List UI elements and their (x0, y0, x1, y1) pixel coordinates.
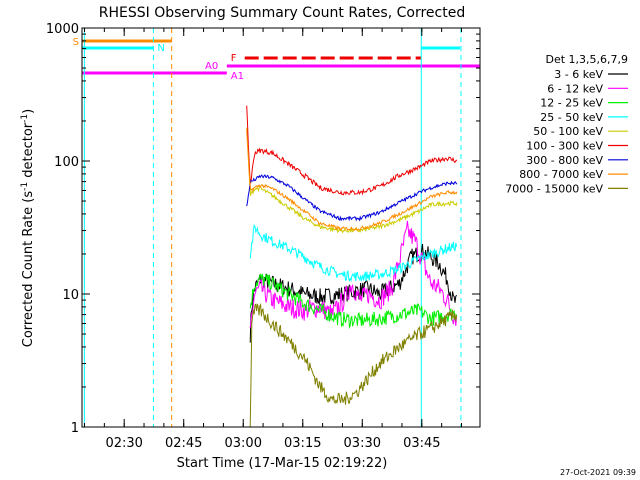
x-tick-label-3: 03:15 (284, 436, 321, 451)
x-axis-label: Start Time (17-Mar-15 02:19:22) (177, 456, 388, 471)
series-line-8 (249, 302, 458, 428)
series-line-2 (249, 273, 458, 330)
legend-title: Det 1,3,5,6,7,9 (545, 53, 628, 66)
state-label-s: S (73, 37, 79, 48)
y-tick-label-3: 1000 (46, 22, 79, 37)
series-line-7 (246, 129, 458, 232)
legend-label-2: 12 - 25 keV (540, 97, 603, 110)
legend-label-4: 50 - 100 keV (533, 125, 603, 138)
legend-label-5: 100 - 300 keV (526, 140, 603, 153)
chart-title: RHESSI Observing Summary Count Rates, Co… (99, 5, 465, 21)
y-tick-label-1: 10 (62, 288, 79, 303)
timestamp: 27-Oct-2021 09:39 (560, 468, 636, 477)
y-tick-label-2: 100 (54, 155, 79, 170)
series-line-0 (249, 243, 458, 343)
legend-label-1: 6 - 12 keV (547, 82, 603, 95)
state-vertical-lines (83, 28, 462, 427)
series-group (246, 105, 458, 428)
legend-label-3: 25 - 50 keV (540, 111, 603, 124)
series-line-6 (246, 174, 458, 222)
series-line-3 (249, 223, 458, 283)
legend-label-7: 800 - 7000 keV (519, 168, 603, 181)
plot-frame (81, 27, 481, 428)
series-line-5 (246, 105, 458, 196)
legend-label-6: 300 - 800 keV (526, 154, 603, 167)
x-tick-label-1: 02:45 (165, 436, 202, 451)
legend-label-0: 3 - 6 keV (554, 68, 603, 81)
x-tick-label-0: 02:30 (105, 436, 142, 451)
x-tick-label-2: 03:00 (225, 436, 262, 451)
legend-label-8: 7000 - 15000 keV (505, 182, 603, 195)
state-label-a1: A1 (231, 71, 244, 82)
x-tick-label-4: 03:30 (344, 436, 381, 451)
y-axis: 1 10 100 1000 (46, 22, 480, 436)
y-axis-label: Corrected Count Rate (s-1 detector-1) (20, 109, 36, 347)
x-tick-label-5: 03:45 (403, 436, 440, 451)
state-bars: S N F A0 A1 (73, 37, 480, 82)
state-label-a0: A0 (205, 61, 218, 72)
y-tick-label-0: 1 (71, 421, 79, 436)
series-line-4 (246, 127, 458, 234)
state-label-f: F (231, 53, 237, 64)
x-axis: 02:30 02:45 03:00 03:15 03:30 03:45 (84, 28, 462, 451)
state-label-n: N (157, 43, 164, 54)
